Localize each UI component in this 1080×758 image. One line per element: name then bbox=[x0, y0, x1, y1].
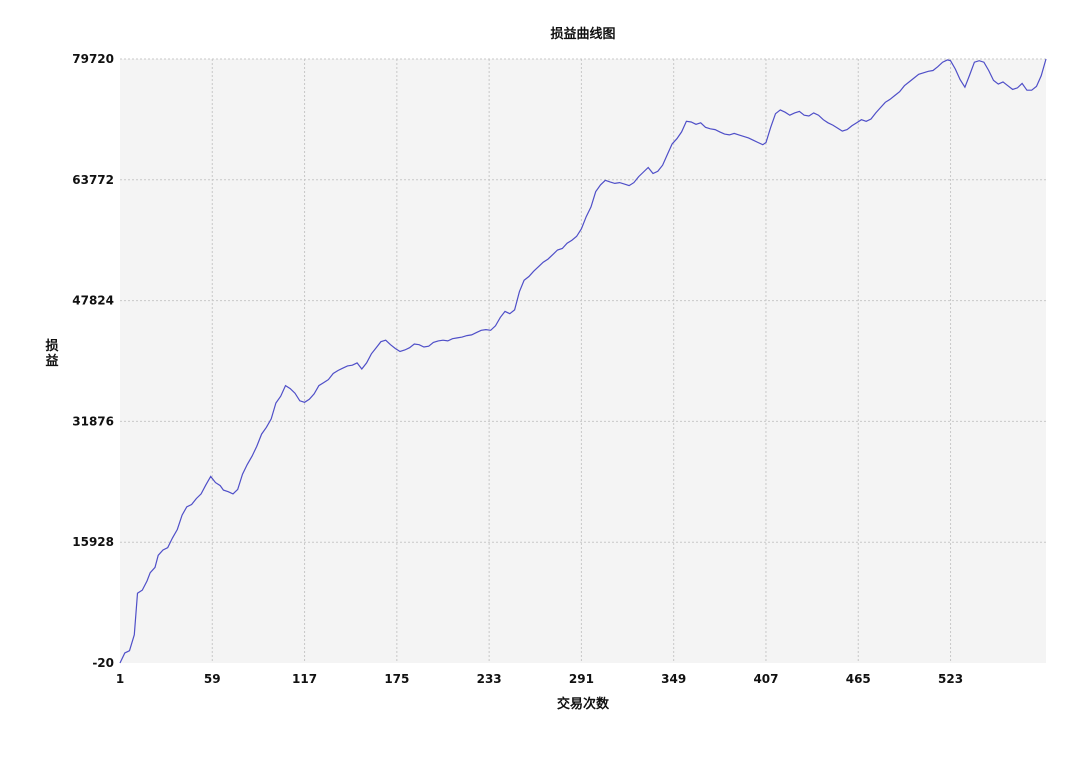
y-axis-title-char: 损 bbox=[45, 338, 58, 354]
x-axis-title: 交易次数 bbox=[557, 696, 610, 712]
x-tick-label: 59 bbox=[204, 672, 221, 686]
plot-area bbox=[120, 59, 1046, 663]
grid-lines bbox=[120, 58, 1046, 663]
x-axis-tick-labels: 1 59 117 175 233 291 349 407 465 523 bbox=[116, 672, 963, 686]
y-axis-title-char: 益 bbox=[45, 353, 58, 369]
pnl-series-line bbox=[119, 58, 1047, 664]
y-tick-label: 47824 bbox=[72, 294, 114, 308]
y-tick-label: 63772 bbox=[72, 173, 114, 187]
x-tick-label: 523 bbox=[938, 672, 963, 686]
x-tick-label: 117 bbox=[292, 672, 317, 686]
x-tick-label: 1 bbox=[116, 672, 124, 686]
chart-title: 损益曲线图 bbox=[550, 26, 615, 42]
y-tick-label: 15928 bbox=[72, 535, 114, 549]
x-tick-label: 349 bbox=[661, 672, 686, 686]
y-tick-label: 31876 bbox=[72, 414, 114, 428]
y-tick-label: -20 bbox=[92, 656, 114, 670]
y-axis-title: 损益 bbox=[45, 338, 58, 369]
x-tick-label: 233 bbox=[477, 672, 502, 686]
x-tick-label: 407 bbox=[753, 672, 778, 686]
x-tick-label: 175 bbox=[384, 672, 409, 686]
y-tick-label: 79720 bbox=[72, 52, 114, 66]
x-tick-label: 465 bbox=[846, 672, 871, 686]
y-axis-tick-labels: -20 15928 31876 47824 63772 79720 bbox=[72, 52, 114, 670]
x-tick-label: 291 bbox=[569, 672, 594, 686]
